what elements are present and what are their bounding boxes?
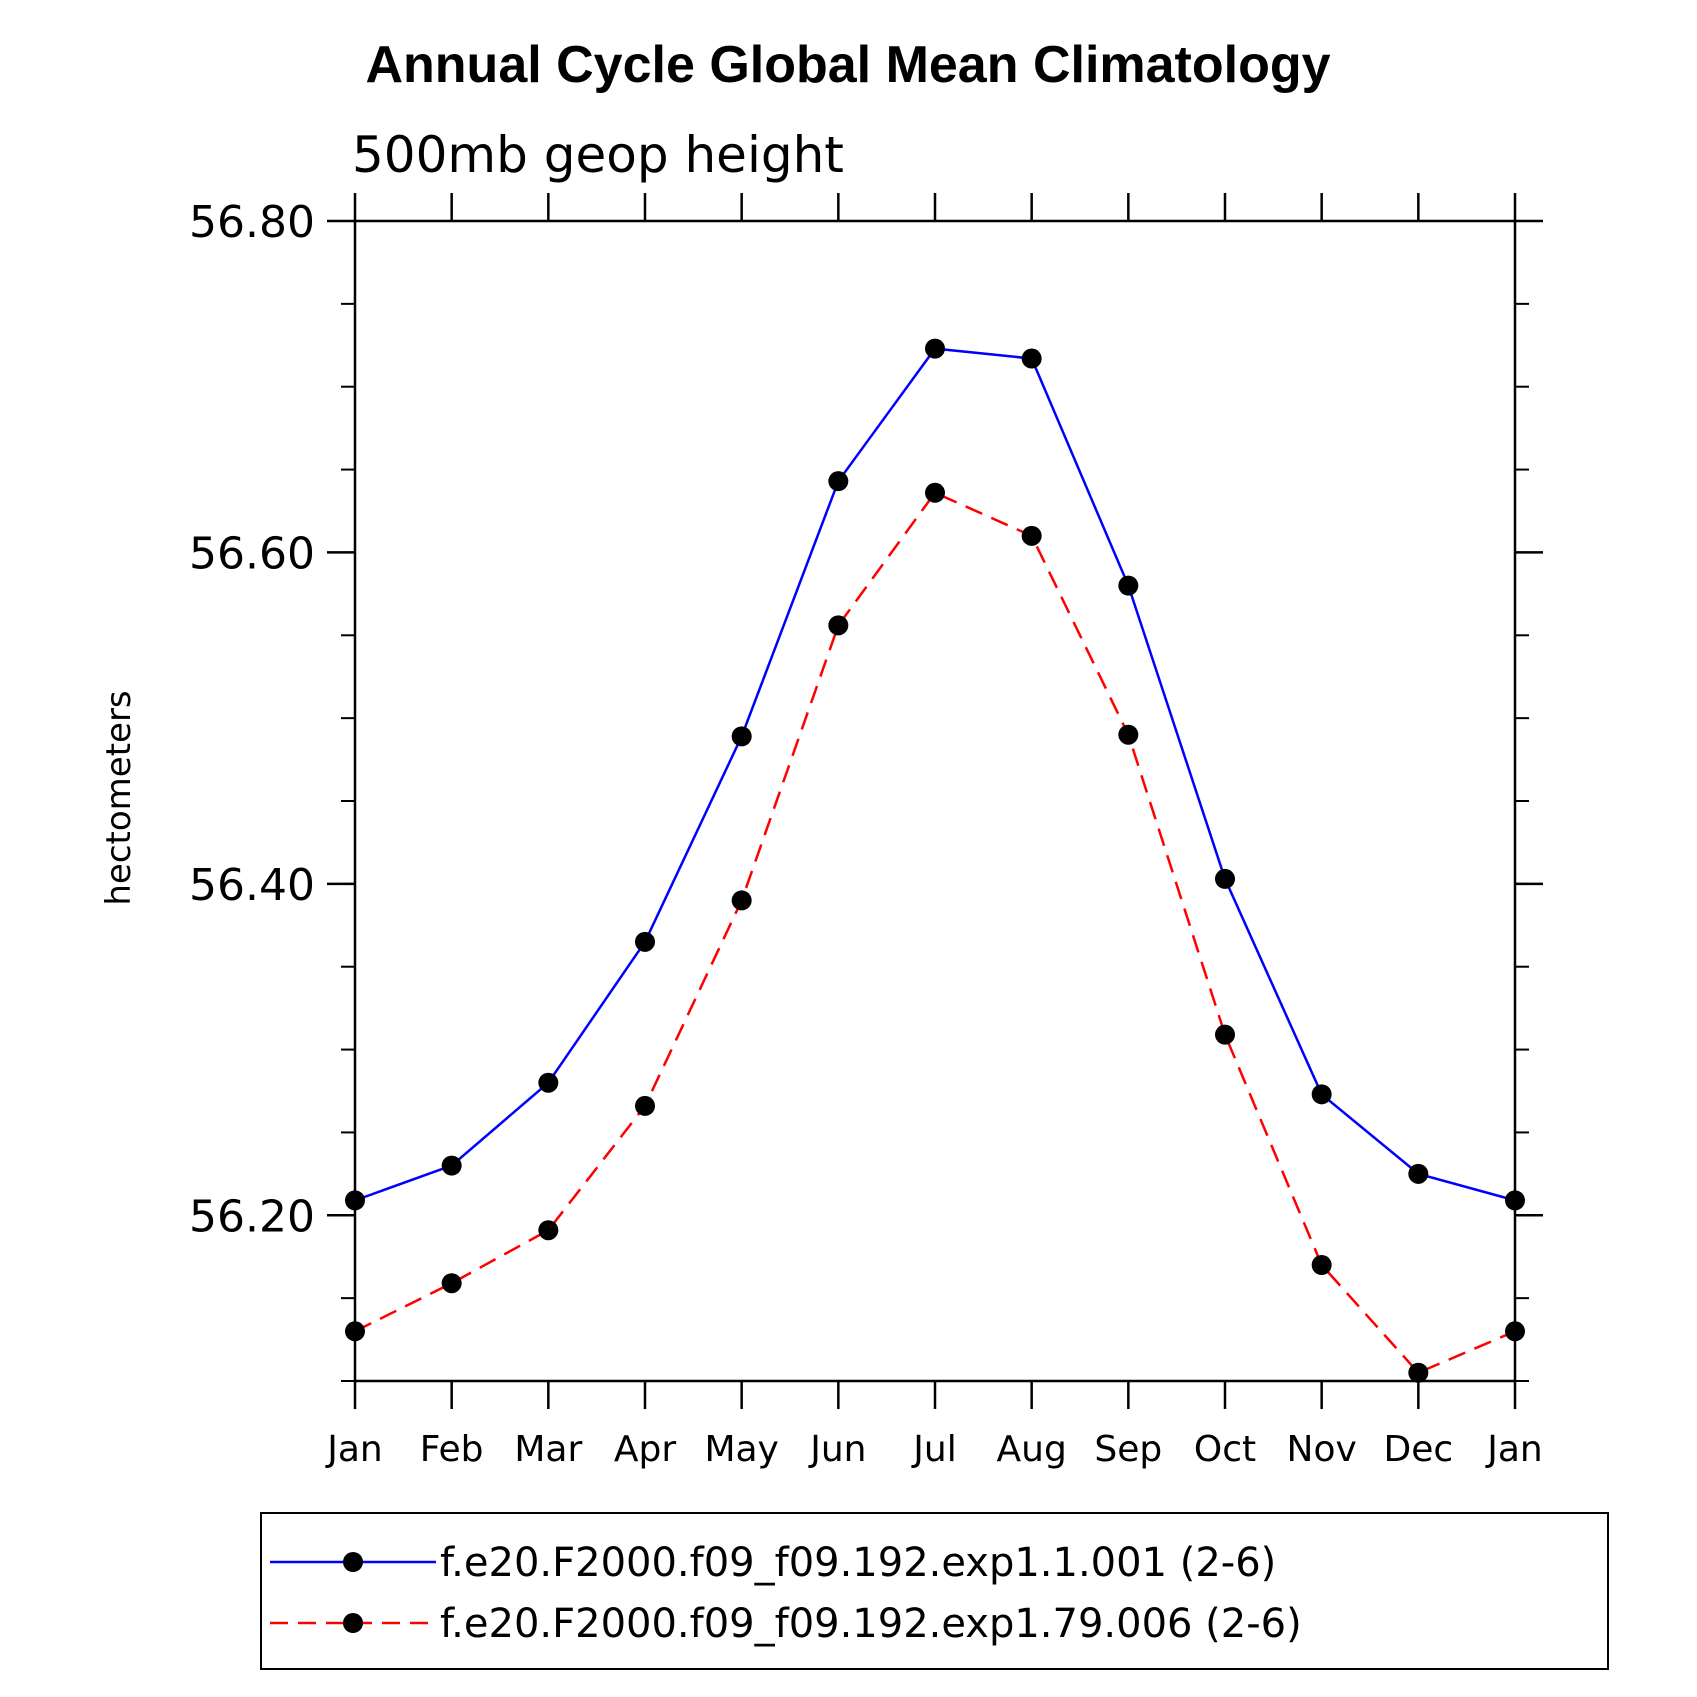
data-point bbox=[345, 1321, 365, 1342]
series-line bbox=[354, 491, 1516, 1375]
x-tick-label: Jun bbox=[808, 1429, 866, 1470]
data-point bbox=[1311, 1084, 1332, 1105]
x-tick-label: May bbox=[704, 1429, 778, 1470]
x-tick-label: Aug bbox=[997, 1429, 1067, 1470]
series-layer bbox=[345, 338, 1525, 1383]
x-tick-label: Apr bbox=[614, 1429, 676, 1470]
legend-marker bbox=[343, 1552, 363, 1572]
data-point bbox=[1021, 525, 1042, 546]
series-1 bbox=[345, 338, 1525, 1211]
legend: f.e20.F2000.f09_f09.192.exp1.1.001 (2-6)… bbox=[270, 1540, 1302, 1647]
data-point bbox=[828, 471, 849, 492]
data-point bbox=[1215, 868, 1235, 889]
data-point bbox=[1311, 1255, 1332, 1275]
series-2 bbox=[345, 482, 1525, 1383]
data-point bbox=[345, 1190, 365, 1211]
data-point bbox=[731, 726, 752, 747]
data-point bbox=[441, 1273, 462, 1294]
x-tick-label: Oct bbox=[1194, 1429, 1256, 1470]
x-tick-label: Jan bbox=[1485, 1429, 1543, 1470]
x-tick-label: Jan bbox=[325, 1429, 383, 1470]
data-point bbox=[538, 1220, 559, 1241]
data-point bbox=[731, 890, 752, 911]
data-point bbox=[1505, 1321, 1525, 1342]
data-point bbox=[1408, 1163, 1429, 1184]
y-axis-label: hectometers bbox=[99, 690, 139, 905]
legend-label: f.e20.F2000.f09_f09.192.exp1.1.001 (2-6) bbox=[440, 1540, 1276, 1586]
legend-box bbox=[260, 1512, 1609, 1670]
y-tick-label: 56.40 bbox=[189, 860, 315, 911]
plot-frame bbox=[353, 219, 1517, 1383]
y-tick-label: 56.60 bbox=[189, 528, 315, 579]
series-line bbox=[354, 347, 1516, 1202]
axes: Jan Feb Mar Apr May Jun Jul Aug Sep Oct Nov Dec Jan 5… bbox=[189, 193, 1543, 1470]
y-tick-label: 56.80 bbox=[189, 197, 315, 248]
legend-marker bbox=[343, 1613, 363, 1633]
data-point bbox=[1118, 724, 1139, 745]
data-point bbox=[635, 1095, 655, 1116]
x-tick-label: Feb bbox=[420, 1429, 484, 1470]
data-point bbox=[1215, 1024, 1235, 1045]
data-point bbox=[925, 338, 945, 359]
x-tick-label: Nov bbox=[1287, 1429, 1357, 1470]
data-point bbox=[925, 482, 945, 503]
data-point bbox=[828, 615, 849, 636]
data-point bbox=[441, 1155, 462, 1176]
x-tick-label: Sep bbox=[1094, 1429, 1162, 1470]
x-tick-label: Mar bbox=[514, 1429, 582, 1470]
data-point bbox=[635, 931, 655, 952]
y-tick-label: 56.20 bbox=[189, 1191, 315, 1242]
chart-title: Annual Cycle Global Mean Climatology bbox=[365, 36, 1330, 94]
data-point bbox=[1021, 348, 1042, 369]
data-point bbox=[538, 1072, 559, 1093]
x-tick-label: Jul bbox=[911, 1429, 956, 1470]
chart-subtitle: 500mb geop height bbox=[352, 126, 844, 184]
data-point bbox=[1118, 575, 1139, 596]
data-point bbox=[1505, 1190, 1525, 1211]
x-tick-label: Dec bbox=[1383, 1429, 1453, 1470]
data-point bbox=[1408, 1362, 1429, 1383]
legend-label: f.e20.F2000.f09_f09.192.exp1.79.006 (2-6… bbox=[440, 1601, 1302, 1647]
